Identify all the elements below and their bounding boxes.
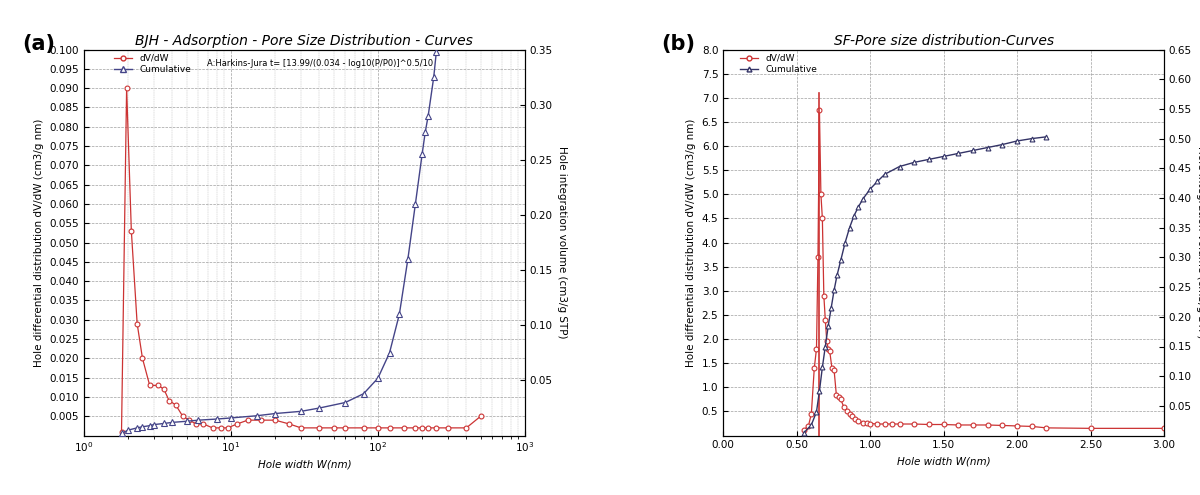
Text: A:Harkins-Jura t= [13.99/(0.034 - log10(P/P0)]^0.5/10: A:Harkins-Jura t= [13.99/(0.034 - log10(… xyxy=(208,59,433,68)
Y-axis label: Hole integration volume (cm3/g STP): Hole integration volume (cm3/g STP) xyxy=(1196,147,1200,339)
Y-axis label: Hole integration volume (cm3/g STP): Hole integration volume (cm3/g STP) xyxy=(557,147,566,339)
Text: (a): (a) xyxy=(23,34,55,54)
Y-axis label: Hole differential distribution dV/dW (cm3/g nm): Hole differential distribution dV/dW (cm… xyxy=(686,118,696,367)
X-axis label: Hole width W(nm): Hole width W(nm) xyxy=(258,460,352,470)
Title: SF-Pore size distribution-Curves: SF-Pore size distribution-Curves xyxy=(834,34,1054,49)
Y-axis label: Hole differential distribution dV/dW (cm3/g nm): Hole differential distribution dV/dW (cm… xyxy=(34,118,44,367)
Text: (b): (b) xyxy=(661,34,696,54)
Legend: dV/dW, Cumulative: dV/dW, Cumulative xyxy=(110,50,194,78)
Legend: dV/dW, Cumulative: dV/dW, Cumulative xyxy=(737,50,821,78)
X-axis label: Hole width W(nm): Hole width W(nm) xyxy=(896,456,990,466)
Title: BJH - Adsorption - Pore Size Distribution - Curves: BJH - Adsorption - Pore Size Distributio… xyxy=(136,34,473,49)
